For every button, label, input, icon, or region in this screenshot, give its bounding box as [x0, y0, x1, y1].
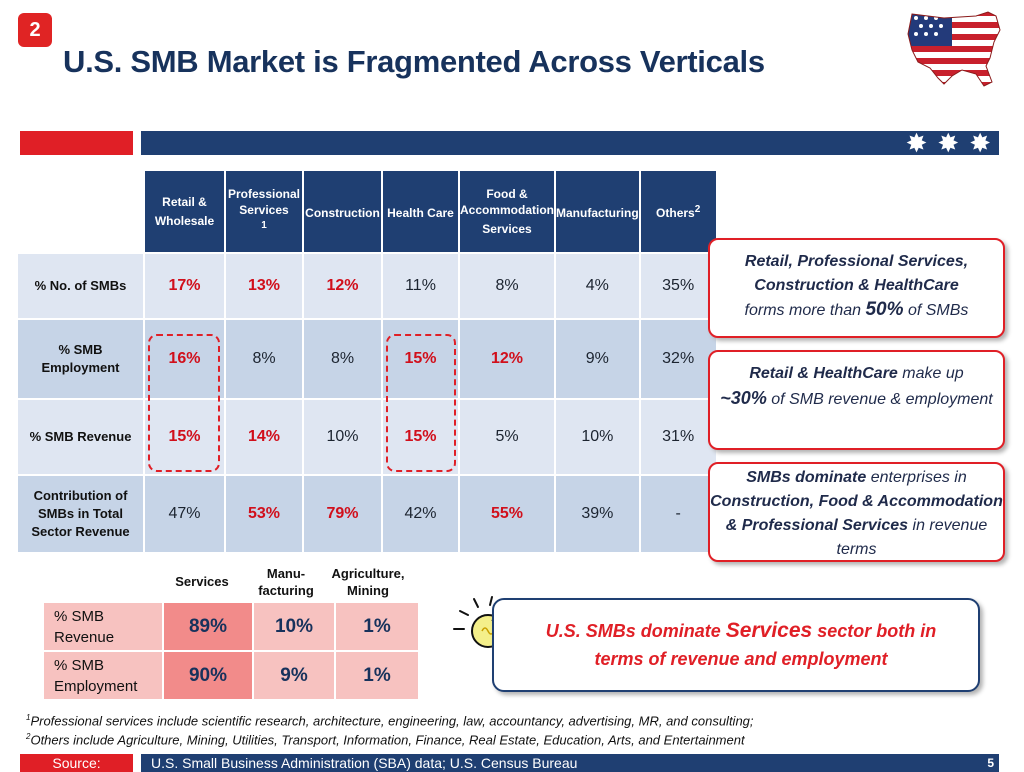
table-row: % SMB Revenue 15% 14% 10% 15% 5% 10% 31% [16, 398, 718, 476]
table-cell: 39% [554, 474, 641, 554]
callout-bold-text: Construction, Food & Accommodation & Pro… [710, 493, 1003, 534]
table-cell: 16% [143, 318, 226, 400]
footnote-1: 1Professional services include scientifi… [26, 713, 754, 729]
row-label: % SMB Employment [16, 318, 145, 400]
callout-text: of SMB revenue & employment [771, 391, 993, 408]
table-cell: 1% [334, 650, 420, 701]
key-message-text: sector both in terms of revenue and empl… [594, 621, 937, 669]
callout-bold-text: SMBs dominate [746, 469, 867, 486]
table-cell: - [638, 474, 718, 554]
callout-retail-healthcare: Retail & HealthCare make up ~30% of SMB … [708, 350, 1005, 450]
row-label: Contribution of SMBs in Total Sector Rev… [16, 474, 145, 554]
table-cell: 5% [458, 398, 556, 476]
source-text: U.S. Small Business Administration (SBA)… [141, 754, 999, 772]
column-header: Professional Services 1 [224, 169, 304, 254]
table-row: % SMB Employment 90% 9% 1% [42, 650, 420, 701]
table-row: % SMB Revenue 89% 10% 1% [42, 601, 420, 652]
callout-bold-text: Retail & HealthCare [749, 365, 898, 382]
table-cell: 8% [224, 318, 304, 400]
row-label: % SMB Revenue [42, 601, 164, 652]
table-corner [16, 169, 145, 254]
column-header: Retail & Wholesale [143, 169, 226, 254]
table-cell: 47% [143, 474, 226, 554]
row-label: % SMB Employment [42, 650, 164, 701]
table-cell: 10% [302, 398, 383, 476]
column-header: Health Care [381, 169, 460, 254]
table-cell: 89% [162, 601, 254, 652]
table-cell: 15% [381, 318, 460, 400]
column-header: Food & Accommodation Services [458, 169, 556, 254]
us-flag-map-icon [907, 11, 1001, 87]
page-title: U.S. SMB Market is Fragmented Across Ver… [63, 44, 765, 79]
table-cell: 10% [554, 398, 641, 476]
source-label: Source: [20, 754, 133, 772]
table-cell: 79% [302, 474, 383, 554]
callout-bold-text: Retail, Professional Services, Construct… [744, 253, 969, 294]
column-header: Construction [302, 169, 383, 254]
star-icon: ✸ [905, 128, 928, 158]
table-cell: 32% [638, 318, 718, 400]
key-message-text: U.S. SMBs dominate [545, 621, 721, 641]
callout-bold-text: 50% [865, 299, 904, 320]
callout-text: make up [902, 365, 964, 382]
table-cell: 15% [381, 398, 460, 476]
table-cell: 90% [162, 650, 254, 701]
table-cell: 31% [638, 398, 718, 476]
key-message-callout: U.S. SMBs dominate Services sector both … [492, 598, 980, 692]
sector-summary-table: % SMB Revenue 89% 10% 1%% SMB Employment 90%… [42, 601, 420, 701]
table-cell: 13% [224, 252, 304, 320]
table-cell: 53% [224, 474, 304, 554]
highlight-healthcare-outline [386, 334, 456, 472]
table-cell: 55% [458, 474, 556, 554]
table-cell: 35% [638, 252, 718, 320]
table-cell: 8% [458, 252, 556, 320]
table-cell: 42% [381, 474, 460, 554]
highlight-retail-outline [148, 334, 220, 472]
table-cell: 11% [381, 252, 460, 320]
table-cell: 12% [302, 252, 383, 320]
header-bar: ✸ ✸ ✸ [141, 128, 999, 158]
row-label: % SMB Revenue [16, 398, 145, 476]
star-icon: ✸ [969, 128, 991, 158]
callout-smbs-dominate: SMBs dominate enterprises in Constructio… [708, 462, 1005, 562]
table-cell: 1% [334, 601, 420, 652]
table-cell: 17% [143, 252, 226, 320]
callout-text: forms more than [744, 302, 862, 319]
table-cell: 12% [458, 318, 556, 400]
section-badge: 2 [18, 13, 52, 47]
callout-retail-professional: Retail, Professional Services, Construct… [708, 238, 1005, 338]
key-message-emphasis: Services [725, 619, 813, 642]
page-number: 5 [987, 756, 994, 770]
table-row: % SMB Employment 16% 8% 8% 15% 12% 9% 32% [16, 318, 718, 400]
vertical-share-table: Retail & Wholesale Professional Services… [16, 169, 718, 554]
table-cell: 10% [252, 601, 336, 652]
table-cell: 9% [554, 318, 641, 400]
table-row: Contribution of SMBs in Total Sector Rev… [16, 474, 718, 554]
table-cell: 14% [224, 398, 304, 476]
column-header: Manufacturing [554, 169, 641, 254]
callout-text: enterprises in [870, 469, 967, 486]
table-row: % No. of SMBs 17% 13% 12% 11% 8% 4% 35% [16, 252, 718, 320]
row-label: % No. of SMBs [16, 252, 145, 320]
sector-header-services: Services [175, 574, 229, 589]
callout-text: in revenue terms [836, 517, 988, 558]
footnote-2: 2Others include Agriculture, Mining, Uti… [26, 732, 745, 748]
callout-bold-text: ~30% [720, 388, 767, 408]
column-header: Others2 [638, 169, 718, 254]
star-icon: ✸ [937, 128, 960, 158]
callout-text: of SMBs [907, 302, 969, 319]
table-cell: 9% [252, 650, 336, 701]
table-cell: 8% [302, 318, 383, 400]
table-cell: 4% [554, 252, 641, 320]
sector-header-manufacturing: Manu-facturing [258, 566, 314, 598]
sector-header-agriculture: Agriculture, Mining [331, 566, 405, 598]
header-accent-bar [20, 131, 133, 155]
